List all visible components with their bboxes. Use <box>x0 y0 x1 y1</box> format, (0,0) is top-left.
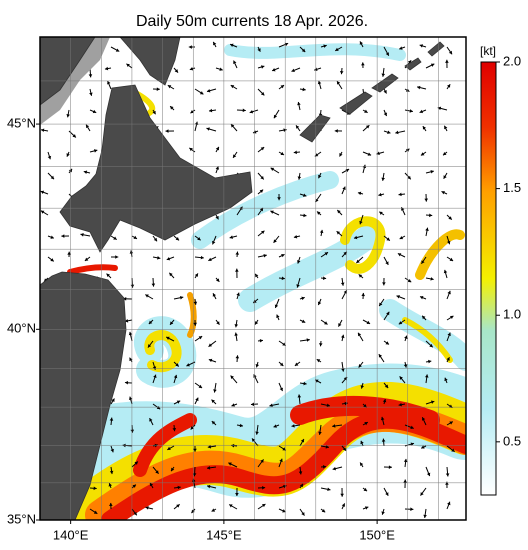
map-area <box>40 37 466 520</box>
colorbar-tick-label: 1.0 <box>503 307 521 322</box>
colorbar-tick-label: 0.5 <box>503 433 521 448</box>
lon-tick-label: 145°E <box>206 527 242 542</box>
map-title: Daily 50m currents 18 Apr. 2026. <box>136 13 368 30</box>
colorbar-tick-label: 1.5 <box>503 180 521 195</box>
lon-tick-label: 150°E <box>359 527 395 542</box>
colorbar <box>481 62 496 495</box>
lat-tick-label: 35°N <box>7 511 36 526</box>
lon-tick-label: 140°E <box>53 527 89 542</box>
colorbar-unit: [kt] <box>480 44 496 58</box>
lat-tick-label: 40°N <box>7 321 36 336</box>
lat-tick-label: 45°N <box>7 116 36 131</box>
colorbar-tick-label: 2.0 <box>503 53 521 68</box>
